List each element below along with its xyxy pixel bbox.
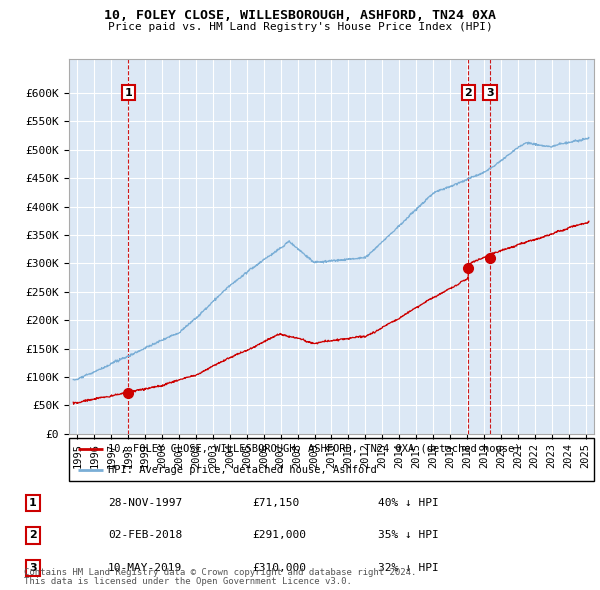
Text: 10-MAY-2019: 10-MAY-2019 bbox=[108, 563, 182, 573]
Text: 1: 1 bbox=[29, 498, 37, 508]
Text: 32% ↓ HPI: 32% ↓ HPI bbox=[378, 563, 439, 573]
Text: 3: 3 bbox=[486, 88, 494, 98]
Text: 40% ↓ HPI: 40% ↓ HPI bbox=[378, 498, 439, 508]
Text: 2: 2 bbox=[464, 88, 472, 98]
Text: 3: 3 bbox=[29, 563, 37, 573]
Text: £71,150: £71,150 bbox=[252, 498, 299, 508]
Text: £310,000: £310,000 bbox=[252, 563, 306, 573]
Text: This data is licensed under the Open Government Licence v3.0.: This data is licensed under the Open Gov… bbox=[24, 577, 352, 586]
Text: 10, FOLEY CLOSE, WILLESBOROUGH, ASHFORD, TN24 0XA (detached house): 10, FOLEY CLOSE, WILLESBOROUGH, ASHFORD,… bbox=[109, 444, 521, 454]
Text: Price paid vs. HM Land Registry's House Price Index (HPI): Price paid vs. HM Land Registry's House … bbox=[107, 22, 493, 32]
Text: 28-NOV-1997: 28-NOV-1997 bbox=[108, 498, 182, 508]
Text: 35% ↓ HPI: 35% ↓ HPI bbox=[378, 530, 439, 540]
Text: £291,000: £291,000 bbox=[252, 530, 306, 540]
Text: 02-FEB-2018: 02-FEB-2018 bbox=[108, 530, 182, 540]
Text: 1: 1 bbox=[124, 88, 132, 98]
Text: HPI: Average price, detached house, Ashford: HPI: Average price, detached house, Ashf… bbox=[109, 465, 377, 475]
Text: 10, FOLEY CLOSE, WILLESBOROUGH, ASHFORD, TN24 0XA: 10, FOLEY CLOSE, WILLESBOROUGH, ASHFORD,… bbox=[104, 9, 496, 22]
Text: 2: 2 bbox=[29, 530, 37, 540]
Text: Contains HM Land Registry data © Crown copyright and database right 2024.: Contains HM Land Registry data © Crown c… bbox=[24, 568, 416, 576]
